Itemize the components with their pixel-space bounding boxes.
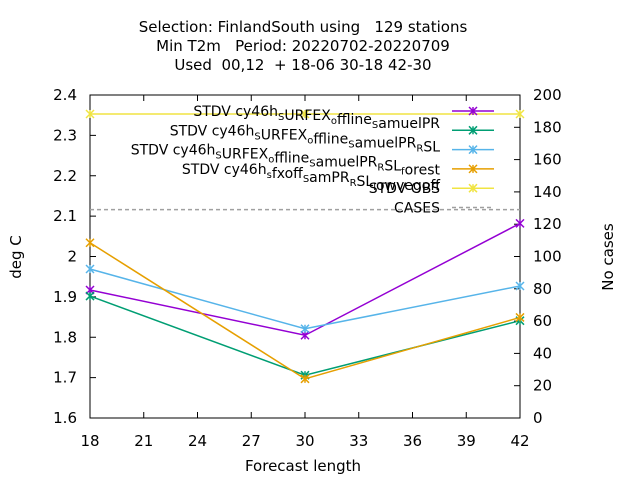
x-tick-label: 21 (134, 432, 153, 450)
y2-axis-label: No cases (599, 223, 617, 291)
x-tick-label: 30 (295, 432, 314, 450)
legend-label: STDV OBS (369, 181, 440, 197)
legend-label: STDV cy46hSURFEXofflineSamuelPRRSL (170, 123, 441, 155)
chart-title: Selection: FinlandSouth using 129 statio… (139, 18, 468, 74)
data-point (300, 109, 310, 119)
series-0 (85, 218, 525, 340)
title-line-1: Selection: FinlandSouth using 129 statio… (139, 18, 468, 36)
x-tick-label: 39 (457, 432, 476, 450)
legend-entry: CASES (394, 201, 494, 217)
data-point (515, 109, 525, 119)
x-axis-label: Forecast length (245, 457, 361, 475)
legend-entry: STDV cy46hsfxoffSamPRRSLlowvegoff (182, 162, 494, 194)
legend-entry: STDV cy46hSURFEXofflineSamuelPRRSL (170, 123, 494, 155)
y2-tick-label: 20 (533, 377, 552, 395)
legend-entry: STDV OBS (369, 181, 494, 197)
series-2 (85, 264, 525, 334)
x-tick-label: 42 (510, 432, 529, 450)
series-3 (85, 238, 525, 384)
title-line-2: Min T2m Period: 20220702-20220709 (156, 37, 450, 55)
y-axis-label: deg C (7, 235, 25, 279)
y2-tick-label: 60 (533, 312, 552, 330)
y-tick-label: 1.6 (53, 409, 77, 427)
data-point (515, 312, 525, 322)
series-line (89, 242, 521, 380)
y-tick-label: 1.8 (53, 328, 77, 346)
y-tick-label: 2.4 (53, 86, 77, 104)
y-tick-label: 1.7 (53, 369, 77, 387)
data-point (515, 281, 525, 291)
x-tick-label: 24 (188, 432, 207, 450)
y2-tick-label: 180 (533, 118, 562, 136)
y-tick-label: 2 (67, 248, 77, 266)
y2-tick-label: 200 (533, 86, 562, 104)
legend-marker (468, 164, 478, 174)
title-line-3: Used 00,12 + 18-06 30-18 42-30 (174, 56, 431, 74)
legend-label: STDV cy46hSURFEXofflineSamuelPRRSLforest (131, 143, 441, 179)
x-axis: 18 21 24 27 30 33 36 39 42 (80, 95, 530, 450)
legend-marker (468, 183, 478, 193)
data-point (300, 374, 310, 384)
y2-tick-label: 100 (533, 248, 562, 266)
data-point (85, 109, 95, 119)
data-point (85, 264, 95, 274)
data-point (85, 291, 95, 301)
x-tick-label: 36 (403, 432, 422, 450)
data-point (300, 324, 310, 334)
y2-tick-label: 80 (533, 280, 552, 298)
legend-entry: STDV cy46hSURFEXofflineSamuelPR (193, 104, 494, 132)
y-axis: 1.6 1.7 1.8 1.9 2 2.1 2.2 2.3 2.4 (53, 86, 96, 427)
y-tick-label: 2.3 (53, 126, 77, 144)
legend-entry: STDV cy46hSURFEXofflineSamuelPRRSLforest (131, 143, 494, 179)
data-point (85, 238, 95, 248)
legend-marker (468, 125, 478, 135)
series-lines (85, 109, 525, 384)
y2-tick-label: 160 (533, 151, 562, 169)
y2-axis: 0 20 40 60 80 100 120 140 160 180 200 (514, 86, 562, 427)
y-tick-label: 2.1 (53, 207, 77, 225)
y2-tick-label: 0 (533, 409, 543, 427)
legend-label: STDV cy46hsfxoffSamPRRSLlowvegoff (182, 162, 440, 194)
y-tick-label: 2.2 (53, 167, 77, 185)
data-point (515, 218, 525, 228)
y-tick-label: 1.9 (53, 288, 77, 306)
y2-tick-label: 40 (533, 344, 552, 362)
legend-label: STDV cy46hSURFEXofflineSamuelPR (193, 104, 440, 132)
legend-marker (468, 106, 478, 116)
series-4 (85, 109, 525, 119)
legend-label: CASES (394, 201, 440, 217)
series-line (89, 222, 521, 337)
legend-marker (468, 145, 478, 155)
y2-tick-label: 120 (533, 215, 562, 233)
x-tick-label: 27 (242, 432, 261, 450)
y2-tick-label: 140 (533, 183, 562, 201)
x-tick-label: 33 (349, 432, 368, 450)
x-tick-label: 18 (80, 432, 99, 450)
